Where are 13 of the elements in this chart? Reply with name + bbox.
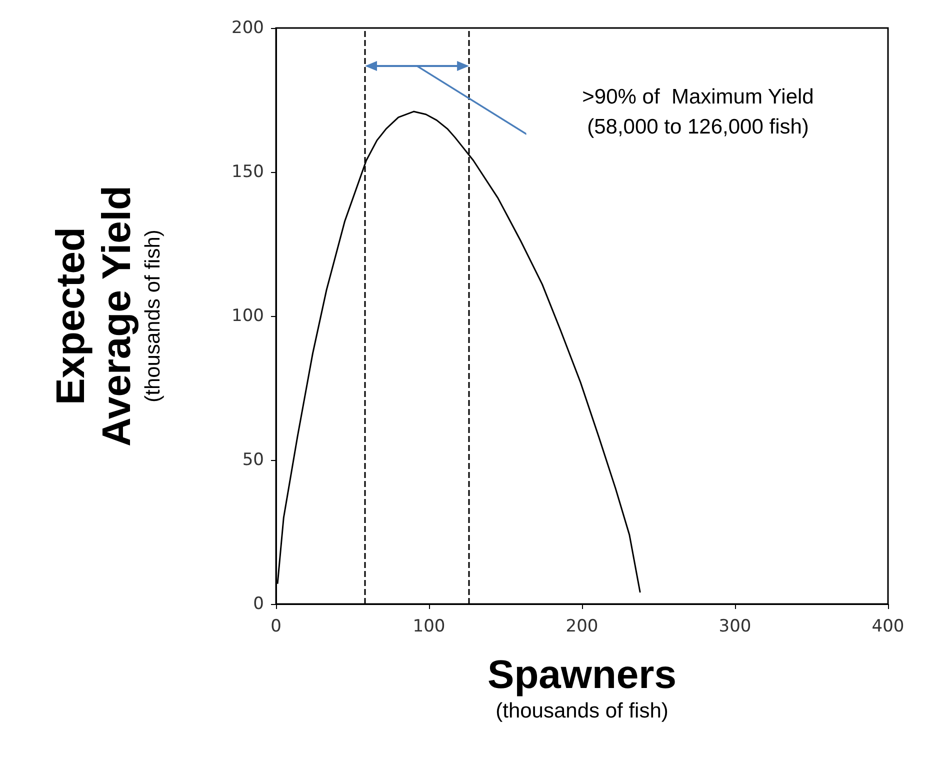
- annotation: >90% of Maximum Yield (58,000 to 126,000 fish): [582, 86, 814, 138]
- y-tick-label: 200: [232, 18, 264, 38]
- x-tick-label: 400: [872, 616, 904, 636]
- y-tick-label: 150: [232, 162, 264, 182]
- y-tick-label: 0: [253, 594, 264, 614]
- x-axis-title: Spawners (thousands of fish): [488, 653, 676, 722]
- x-tick-label: 300: [718, 616, 752, 636]
- y-axis-title: Expected Average Yield (thousands of fish): [49, 186, 164, 446]
- y-tick-label: 100: [232, 306, 264, 326]
- y-tick-label: 50: [242, 450, 264, 470]
- x-tick-label: 0: [270, 616, 282, 636]
- x-tick-label: 200: [566, 616, 598, 636]
- x-tick-label: 100: [412, 616, 446, 636]
